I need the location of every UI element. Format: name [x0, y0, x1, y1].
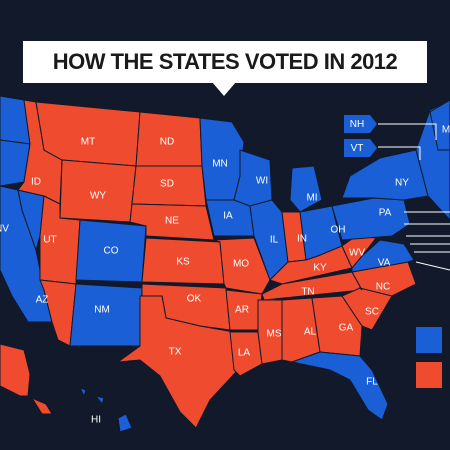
state-label-sc: SC	[365, 307, 379, 318]
state-label-ne: NE	[165, 216, 179, 227]
state-label-mi: MI	[306, 193, 317, 204]
callout-line-0	[378, 123, 437, 140]
state-label-al: AL	[304, 327, 317, 338]
callout-lines	[378, 123, 450, 271]
state-label-va: VA	[378, 258, 391, 269]
callout-nh-label: NH	[349, 118, 365, 130]
state-label-tx: TX	[169, 347, 182, 358]
state-mi	[289, 165, 323, 213]
state-la	[229, 331, 263, 377]
state-label-fl: FL	[366, 377, 378, 388]
state-label-in: IN	[297, 234, 307, 245]
state-label-oh: OH	[331, 225, 346, 236]
callout-vt: VT	[344, 139, 377, 157]
callout-nh: NH	[344, 115, 377, 133]
state-label-mt: MT	[81, 137, 95, 148]
state-label-ms: MS	[267, 329, 282, 340]
state-label-nv: NV	[0, 224, 9, 235]
state-label-ks: KS	[176, 257, 190, 268]
state-label-pa: PA	[379, 208, 392, 219]
state-labels-layer: NV ID MT WY UT AZ CO NM ND SD NE KS OK TX MN IA MO AR LA WI…	[0, 125, 450, 426]
state-label-ia: IA	[223, 211, 233, 222]
state-me	[429, 99, 450, 151]
state-sc	[341, 287, 393, 331]
state-label-la: LA	[238, 348, 251, 359]
state-label-az: AZ	[36, 295, 49, 306]
legend-swatch-red	[416, 362, 442, 388]
title-banner: HOW THE STATES VOTED IN 2012	[23, 41, 427, 83]
title-pointer	[212, 82, 236, 96]
state-label-ky: KY	[313, 263, 327, 274]
state-ky	[269, 245, 353, 285]
state-hi	[79, 387, 133, 433]
map-title: HOW THE STATES VOTED IN 2012	[52, 49, 398, 74]
state-mo	[213, 237, 271, 295]
state-ne	[129, 203, 215, 241]
state-tx	[116, 295, 237, 429]
state-label-nm: NM	[94, 305, 110, 316]
state-ny	[341, 149, 429, 201]
state-label-tn: TN	[301, 287, 314, 298]
state-label-mo: MO	[233, 259, 249, 270]
state-label-il: IL	[270, 235, 279, 246]
state-label-ut: UT	[43, 235, 56, 246]
states-layer	[0, 95, 450, 433]
state-label-ny: NY	[395, 178, 409, 189]
callout-vt-label: VT	[350, 142, 364, 154]
callout-line-1	[378, 146, 421, 160]
callout-line-7	[415, 261, 450, 271]
state-ak	[0, 343, 53, 415]
state-label-co: CO	[104, 246, 119, 257]
state-ga	[311, 295, 363, 357]
state-label-id: ID	[31, 177, 41, 188]
state-label-ok: OK	[187, 294, 202, 305]
state-label-nd: ND	[160, 137, 174, 148]
state-label-wv: WV	[349, 248, 365, 259]
state-label-mn: MN	[212, 159, 228, 170]
state-label-nc: NC	[376, 282, 390, 293]
state-ms	[257, 299, 283, 365]
state-label-sd: SD	[160, 179, 174, 190]
state-va	[351, 239, 415, 273]
state-label-wy: WY	[90, 191, 106, 202]
state-label-me: M	[442, 125, 450, 136]
legend-swatch-blue	[416, 327, 442, 353]
state-label-wi: WI	[256, 176, 268, 187]
state-label-ga: GA	[339, 323, 354, 334]
state-label-ar: AR	[235, 305, 249, 316]
state-label-hi: HI	[91, 415, 101, 426]
state-fl	[290, 351, 389, 421]
